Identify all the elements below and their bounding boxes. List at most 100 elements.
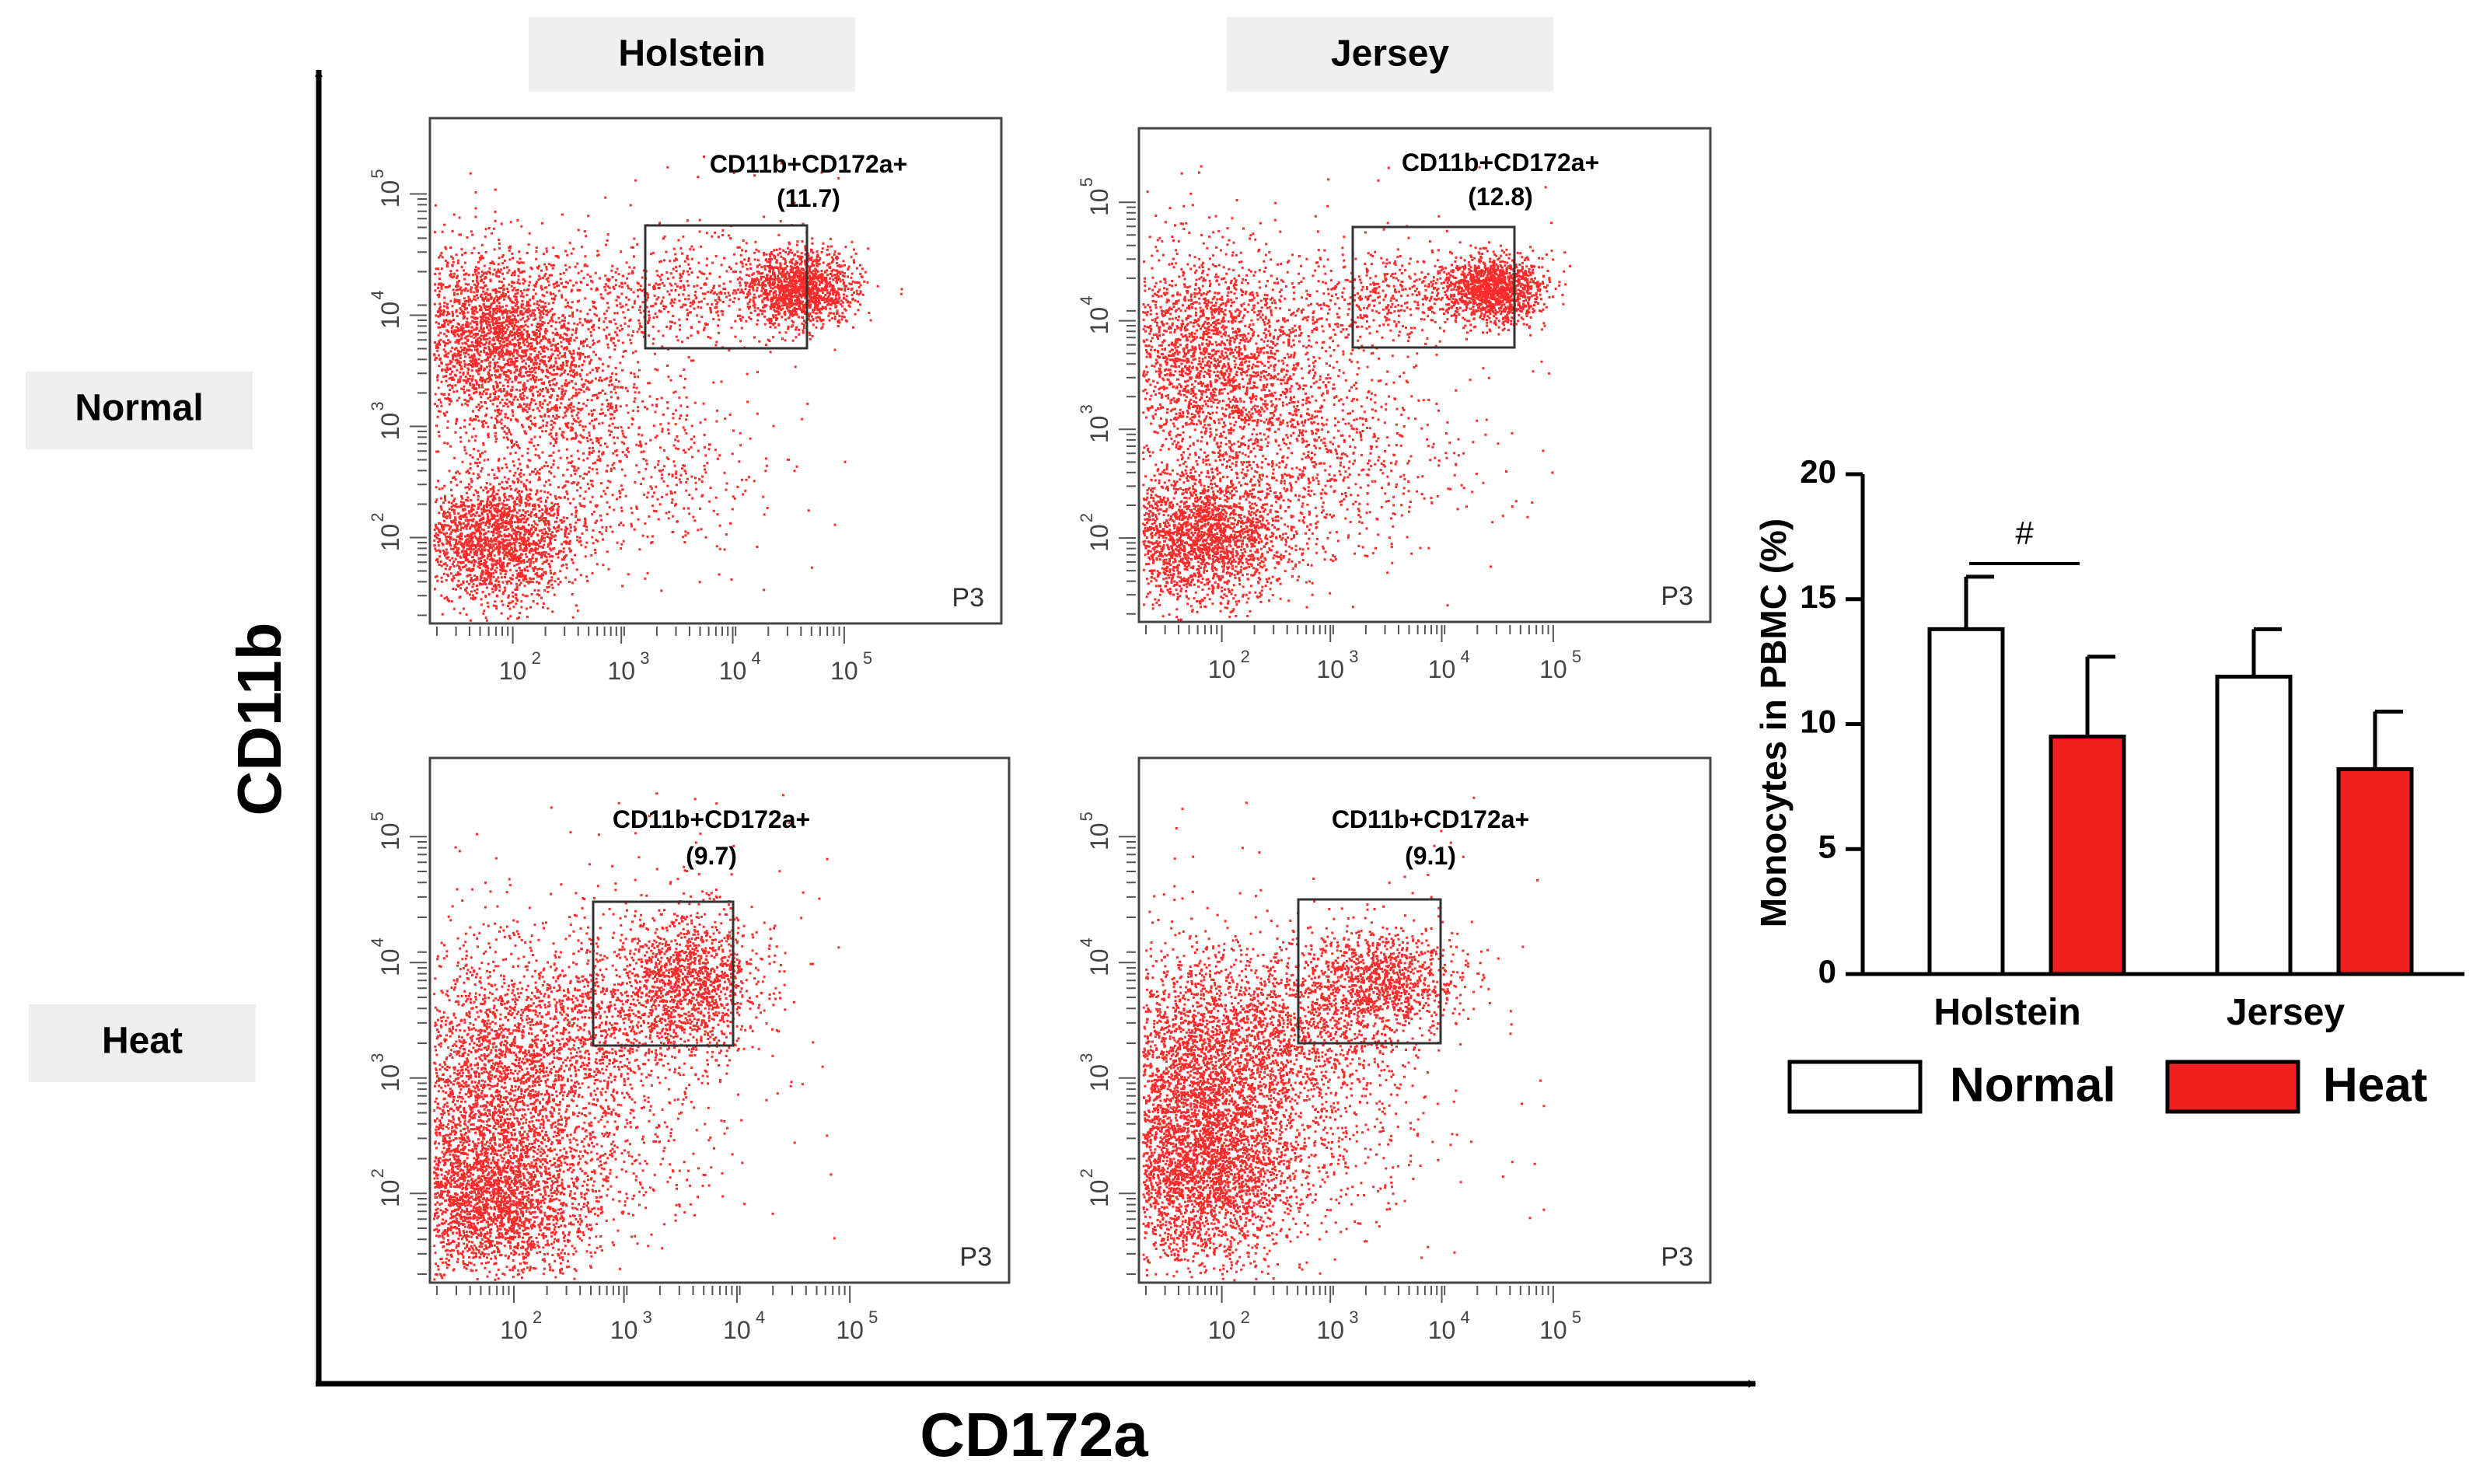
y-tick-exponent: 5 [1077,812,1096,821]
row-label-box-heat [29,1004,256,1082]
gate-box [1351,225,1516,349]
y-tick-label: 10 [1085,524,1113,552]
x-tick-exponent: 3 [1349,647,1358,666]
x-tick-label: 10 [500,1316,528,1344]
gate-name: P3 [959,1242,992,1272]
x-tick-label: 10 [836,1316,864,1344]
y-tick-exponent: 4 [1077,938,1096,947]
bar-holstein-heat [2049,735,2126,976]
legend-label-normal: Normal [1950,1058,2116,1112]
x-tick-label: 10 [607,657,635,685]
y-tick-exponent: 2 [368,1168,387,1178]
x-tick-exponent: 4 [752,648,761,668]
log-ticks [1119,836,1554,1303]
log-ticks [410,193,845,644]
x-tick-label: 10 [1208,655,1236,683]
y-tick-exponent: 2 [368,512,387,522]
bar-y-tick-label: 20 [1800,453,1836,490]
y-tick-exponent: 2 [1077,1168,1096,1178]
y-tick-label: 10 [376,180,404,208]
y-tick-label: 10 [376,524,404,552]
x-tick-exponent: 2 [1241,1308,1250,1327]
scatter-events [433,155,903,622]
y-tick-exponent: 4 [368,290,387,299]
x-tick-exponent: 3 [640,648,649,668]
gate-value: (9.7) [686,842,737,870]
gate-value: (9.1) [1405,842,1456,870]
bar-jersey-heat [2336,766,2414,976]
gate-label: CD11b+CD172a+ [1332,805,1529,833]
gate-box [592,900,735,1047]
x-tick-label: 10 [830,657,858,685]
x-tick-label: 10 [1428,1316,1456,1344]
gate-label: CD11b+CD172a+ [1402,148,1599,176]
y-tick-exponent: 5 [368,812,387,821]
x-tick-exponent: 5 [868,1308,878,1327]
row-label-heat: Heat [102,1021,183,1062]
log-ticks [1119,201,1554,642]
gate-box [1297,898,1442,1045]
col-label-box-jersey [1227,17,1553,92]
gate-label: CD11b+CD172a+ [710,150,907,178]
row-label-normal: Normal [75,388,203,429]
legend-swatch-heat [2165,1060,2300,1114]
y-tick-label: 10 [376,948,404,976]
x-tick-exponent: 2 [1241,647,1250,666]
x-tick-label: 10 [1316,1316,1344,1344]
y-tick-label: 10 [376,413,404,441]
y-axis-title: CD11b [225,623,294,816]
gate-value: (11.7) [777,184,840,212]
bar-y-tick-label: 0 [1818,953,1836,990]
gate-box [644,224,809,350]
x-tick-exponent: 2 [532,648,541,668]
col-label-holstein: Holstein [618,33,765,75]
bar-y-tick-label: 5 [1818,828,1836,864]
x-tick-label: 10 [719,657,747,685]
x-tick-exponent: 5 [1572,647,1581,666]
col-label-jersey: Jersey [1331,33,1449,75]
x-tick-exponent: 5 [1572,1308,1581,1327]
log-ticks [410,836,851,1303]
x-tick-exponent: 3 [643,1308,652,1327]
y-tick-label: 10 [376,1064,404,1092]
y-tick-exponent: 3 [1077,404,1096,414]
y-tick-label: 10 [376,822,404,850]
y-tick-label: 10 [1085,822,1113,850]
x-tick-exponent: 3 [1349,1308,1358,1327]
bar-y-tick-label: 10 [1800,704,1836,740]
bar-y-tick-label: 15 [1800,578,1836,615]
gate-value: (12.8) [1468,183,1533,211]
significance-mark: # [2015,515,2034,551]
x-axis-title: CD172a [920,1400,1148,1469]
y-tick-label: 10 [1085,1064,1113,1092]
x-tick-label: 10 [1428,655,1456,683]
x-tick-exponent: 5 [863,648,872,668]
row-label-box-normal [26,372,253,449]
gate-name: P3 [1661,1242,1693,1272]
y-tick-label: 10 [376,302,404,330]
legend-label-heat: Heat [2323,1058,2427,1112]
y-tick-label: 10 [1085,948,1113,976]
y-tick-exponent: 5 [1077,177,1096,187]
y-tick-exponent: 3 [368,401,387,410]
x-tick-label: 10 [1316,655,1344,683]
y-tick-exponent: 4 [1077,296,1096,306]
y-tick-exponent: 3 [368,1053,387,1063]
x-tick-exponent: 4 [1461,647,1470,666]
y-tick-exponent: 2 [1077,513,1096,522]
y-tick-exponent: 5 [368,169,387,178]
bar-category-label: Holstein [1933,992,2080,1033]
bar-category-label: Jersey [2227,992,2345,1033]
y-tick-label: 10 [1085,188,1113,216]
x-tick-label: 10 [610,1316,638,1344]
x-tick-label: 10 [499,657,527,685]
y-tick-label: 10 [1085,1179,1113,1207]
x-tick-exponent: 4 [1461,1308,1470,1327]
col-label-box-holstein [529,17,855,92]
gate-label: CD11b+CD172a+ [613,805,810,833]
x-tick-label: 10 [723,1316,751,1344]
y-tick-label: 10 [1085,307,1113,335]
y-tick-exponent: 4 [368,938,387,947]
